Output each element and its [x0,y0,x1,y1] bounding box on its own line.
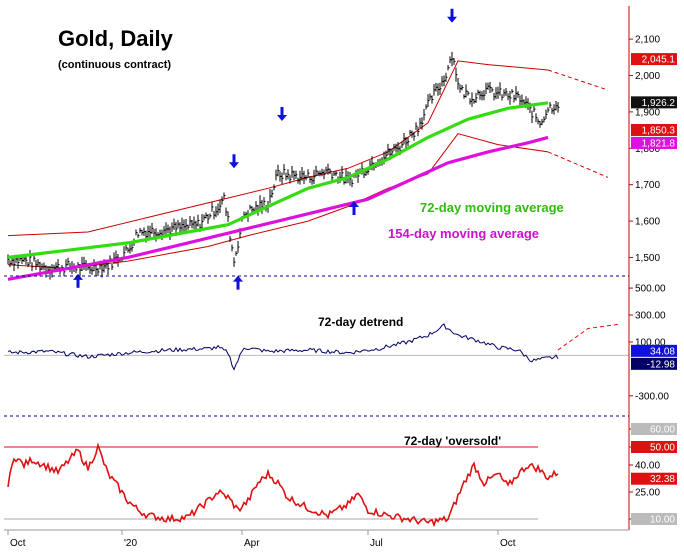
price-tick-label-6: 2,100 [635,35,660,46]
x-tick-label-3: Jul [370,538,383,549]
oversold-tick-label-1: 25.00 [635,488,660,499]
oversold-value-box-2 [631,472,677,485]
price-tick-label-0: 1,500 [635,253,660,264]
detrend-tick-label-0: -300.00 [635,391,669,402]
x-tick-label-1: '20 [124,538,137,549]
detrend-projection [557,323,619,351]
arrow-up-1-head [233,275,243,282]
price-tick-label-4: 1,900 [635,107,660,118]
arrow-down-2-head [447,16,457,23]
ma72-label: 72-day moving average [420,200,564,215]
detrend-panel: -300.00 100.00 300.00 500.00 34.08 -12.98 [4,284,677,402]
x-tick-label-2: Apr [244,538,260,549]
detrend-tick-label-1: 100.00 [635,337,666,348]
channel-upper-projection [547,69,609,91]
axes: Oct '20 Apr Jul Oct [4,6,630,549]
oversold-line [7,442,559,528]
ma72-line [7,101,549,259]
ma154-line [7,135,549,281]
x-tick-label-4: Oct [500,538,516,549]
detrend-title: 72-day detrend [318,315,403,329]
detrend-tick-label-2: 300.00 [635,311,666,322]
arrow-up-2-head [349,201,359,208]
price-value-label-0: 2,045.1 [642,55,676,66]
price-bars [7,51,560,280]
oversold-title: 72-day 'oversold' [404,434,501,448]
channel-lower-line [7,133,549,269]
x-tick-label-0: Oct [10,538,26,549]
price-value-label-1: 1,926.2 [642,98,676,109]
arrow-up-0-head [73,273,83,280]
detrend-tick-label-3: 500.00 [635,284,666,295]
ma154-label: 154-day moving average [388,226,539,241]
price-tick-label-5: 2,000 [635,71,660,82]
price-tick-label-2: 1,700 [635,180,660,191]
oversold-value-label-3: 10.00 [650,515,675,526]
price-value-box-1 [631,96,677,109]
oversold-value-label-0: 60.00 [650,425,675,436]
oversold-value-label-2: 32.38 [650,474,675,485]
oversold-value-box-1 [631,441,677,453]
price-value-box-3 [631,136,677,149]
oversold-panel: 10.0025.0040.0050.0060.0060.0050.0032.38… [4,423,677,528]
oversold-tick-label-2: 40.00 [635,461,660,472]
price-value-box-2 [631,123,677,136]
detrend-value-box-1 [631,357,677,370]
oversold-value-box-0 [631,423,677,435]
price-tick-label-3: 1,800 [635,144,660,155]
price-tick-label-1: 1,600 [635,217,660,228]
price-value-label-2: 1,850.3 [642,125,676,136]
channel-lower-projection [547,151,609,178]
price-value-box-0 [631,53,677,66]
price-panel: 1,500 1,600 1,700 1,800 1,900 2,000 2,100 2,045… [7,8,677,290]
detrend-line [7,323,559,371]
chart-title: Gold, Daily [58,26,174,51]
oversold-value-label-1: 50.00 [650,443,675,454]
oversold-value-box-3 [631,513,677,525]
price-value-label-3: 1,821.8 [642,138,676,149]
arrow-down-1-head [277,114,287,121]
detrend-value-label-0: 34.08 [650,346,675,357]
detrend-value-box-0 [631,344,677,357]
arrow-down-0-head [229,162,239,169]
detrend-value-label-1: -12.98 [647,359,676,370]
chart-subtitle: (continuous contract) [58,59,171,71]
